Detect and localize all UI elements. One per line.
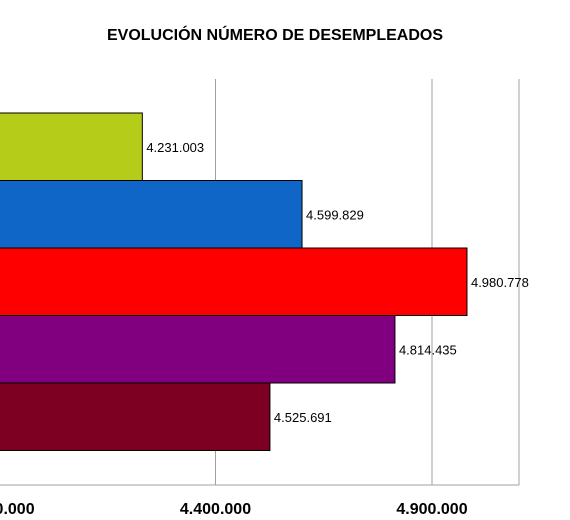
x-tick-label: 4.900.000 — [396, 501, 467, 518]
data-label: 4.814.435 — [399, 342, 457, 357]
data-label: 4.599.829 — [306, 207, 364, 222]
bars — [0, 112, 468, 451]
bar — [0, 112, 143, 181]
bar — [0, 382, 271, 451]
data-label: 4.231.003 — [146, 140, 204, 155]
chart-title: EVOLUCIÓN NÚMERO DE DESEMPLEADOS — [107, 25, 443, 44]
x-tick-label: 4.400.000 — [180, 501, 251, 518]
x-axis-ticks: 3.900.000 4.400.000 4.900.000 — [0, 501, 468, 518]
bar — [0, 247, 468, 316]
x-tick-label: 3.900.000 — [0, 501, 35, 518]
bar — [0, 180, 303, 249]
data-label: 4.525.691 — [274, 410, 332, 425]
data-label: 4.980.778 — [471, 275, 529, 290]
bar — [0, 315, 396, 384]
data-labels: 4.231.003 4.599.829 4.980.778 4.814.435 4.52… — [146, 140, 528, 425]
